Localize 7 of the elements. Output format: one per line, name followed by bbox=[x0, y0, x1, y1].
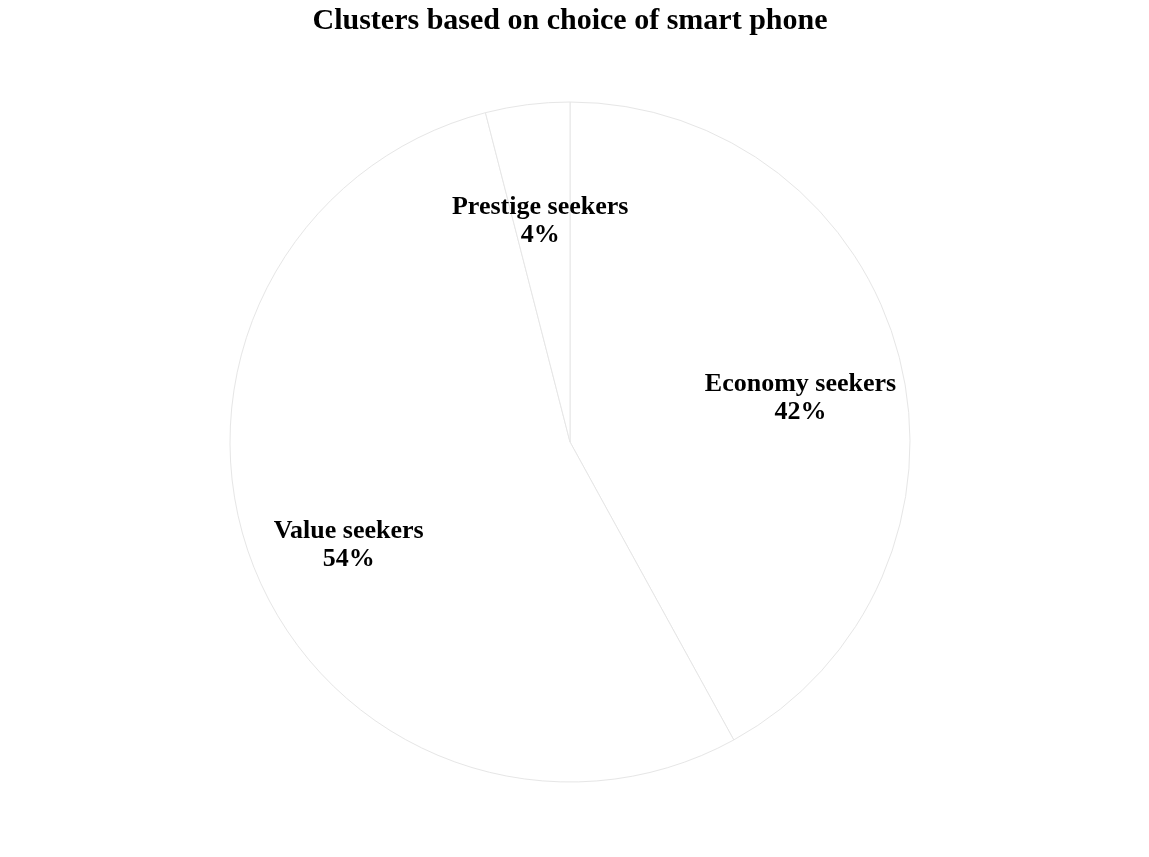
data-label: 54% bbox=[322, 542, 375, 572]
slice-label: Prestige seekers bbox=[451, 190, 629, 220]
data-label: 4% bbox=[520, 218, 560, 248]
data-label: 42% bbox=[774, 395, 827, 425]
chart-title: Clusters based on choice of smart phone bbox=[312, 2, 828, 35]
slice-label: Value seekers bbox=[273, 514, 424, 544]
slice-label: Economy seekers bbox=[704, 367, 897, 397]
